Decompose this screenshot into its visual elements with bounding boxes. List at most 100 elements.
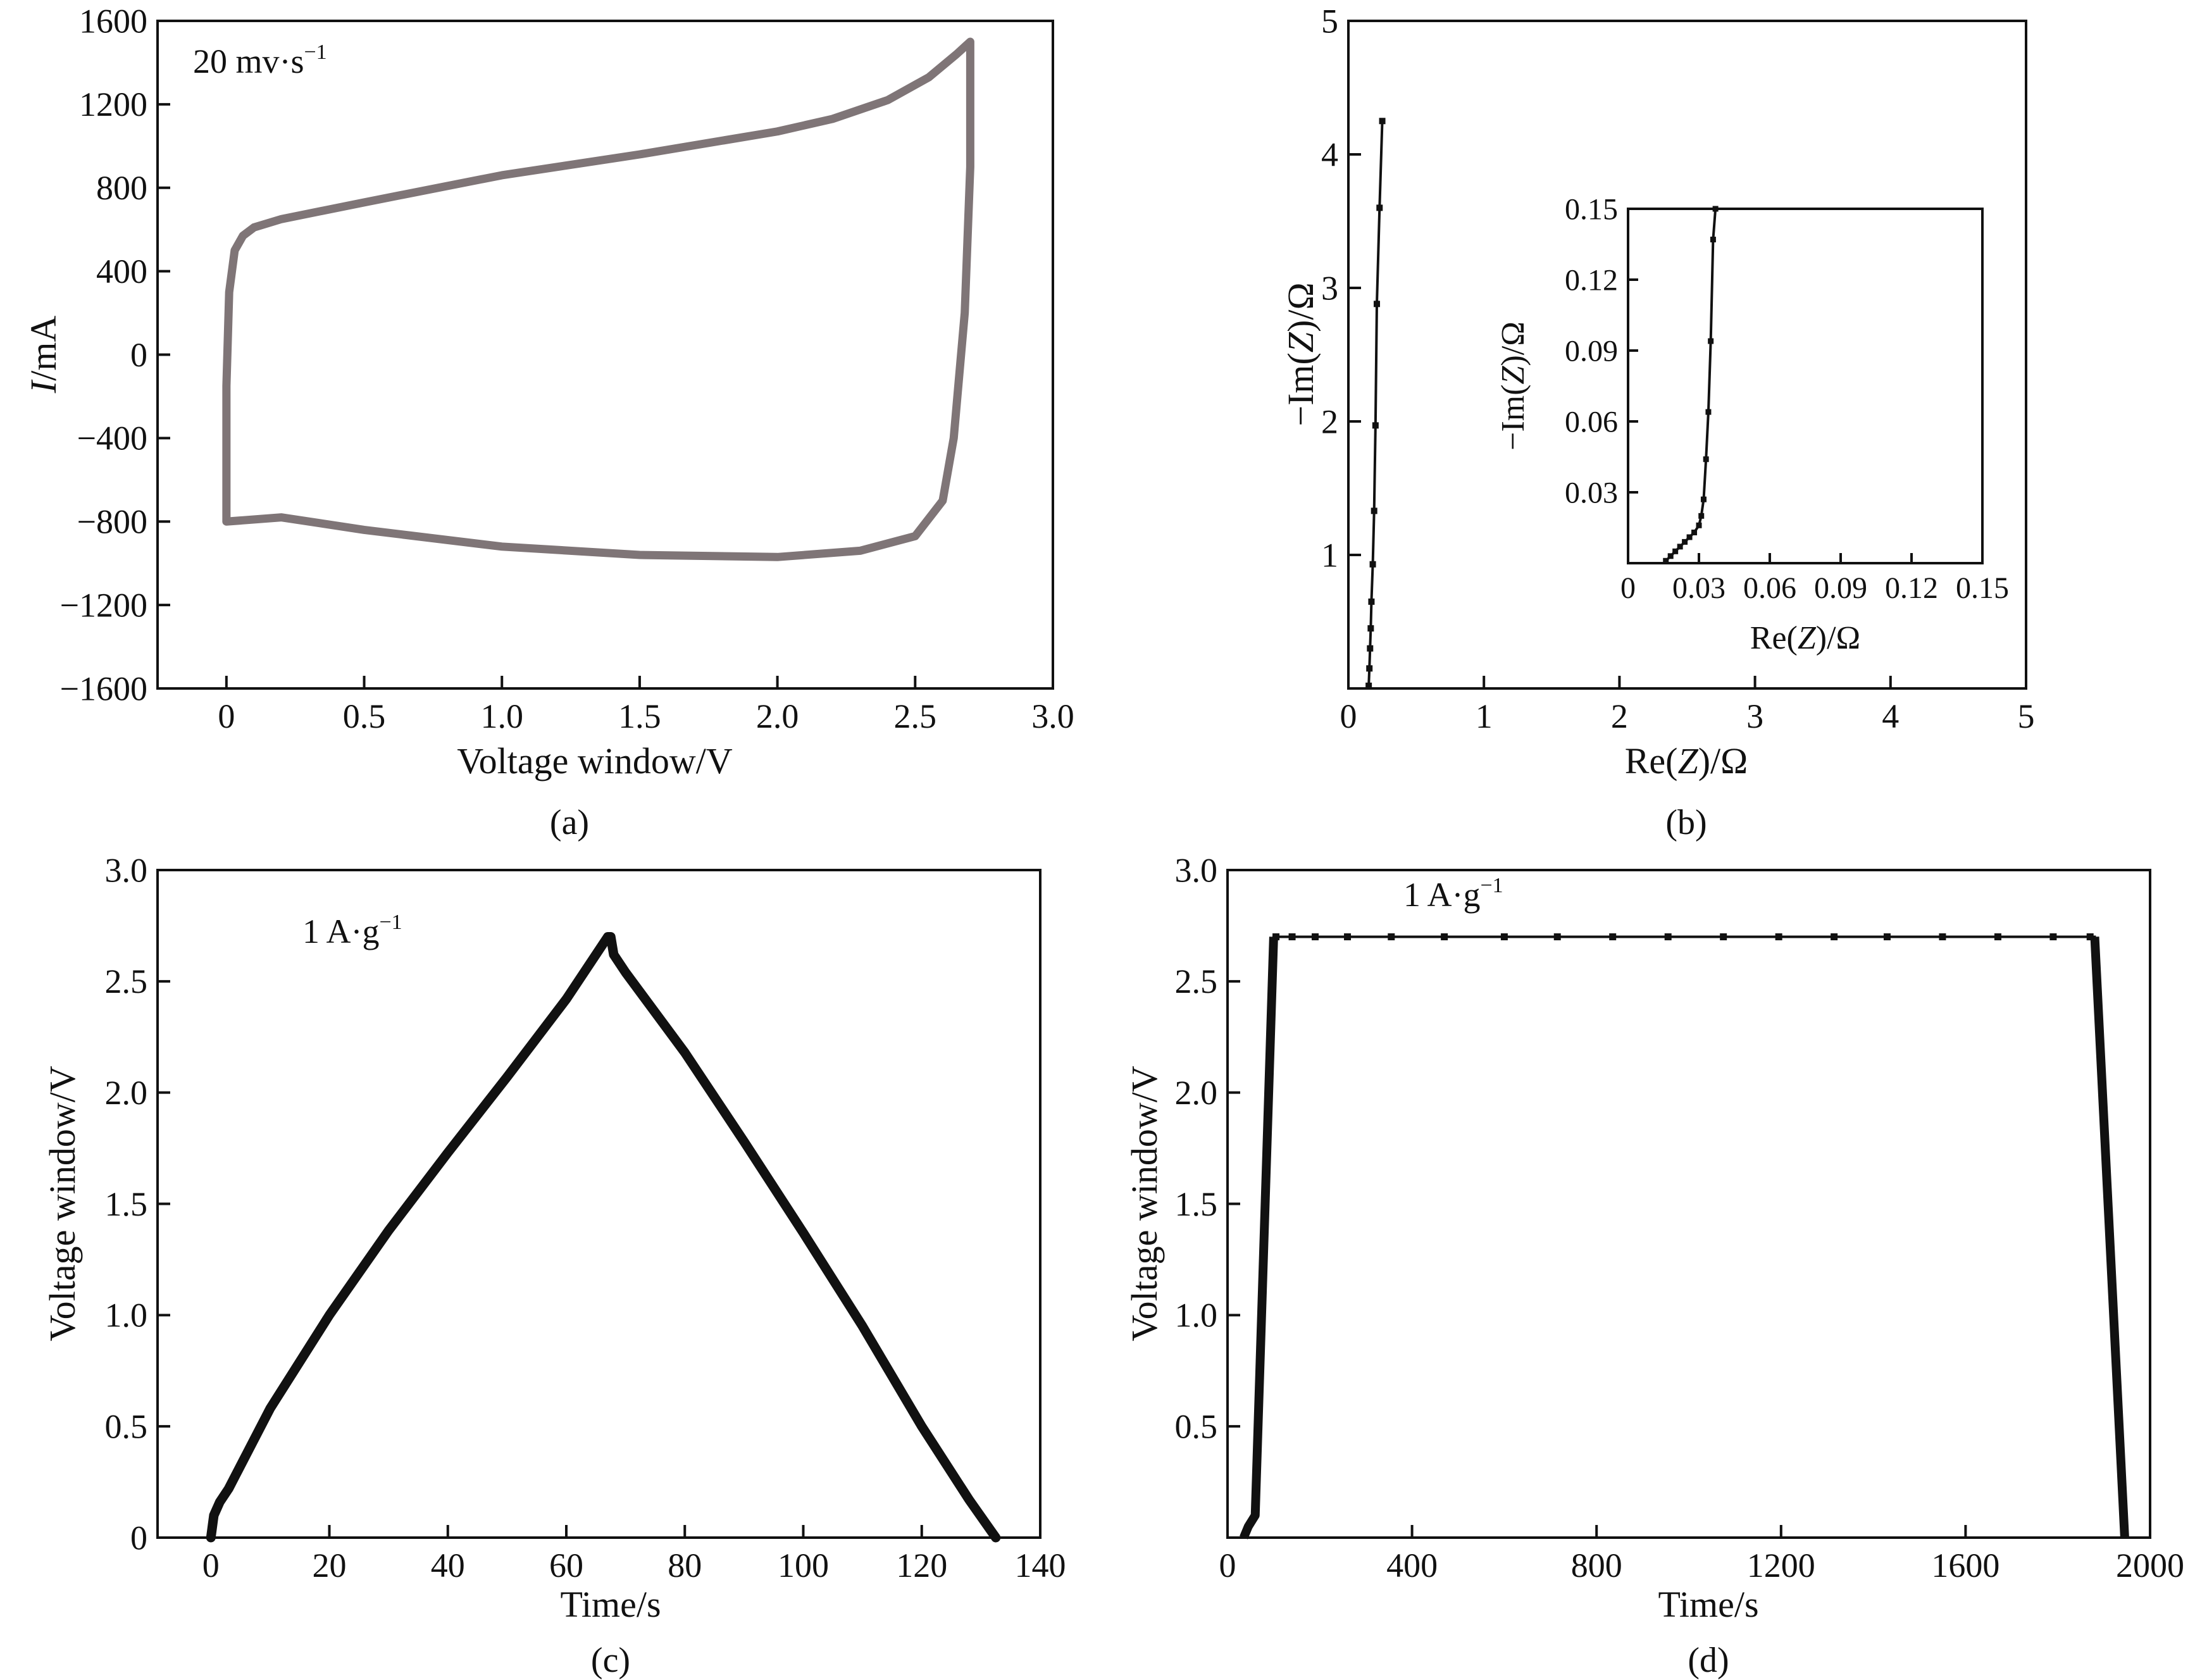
data-point	[2049, 933, 2057, 940]
x-tick-label: 0	[218, 697, 235, 735]
data-point	[1312, 933, 1319, 940]
plot-frame	[1226, 869, 2151, 1539]
data-point	[1373, 301, 1380, 308]
data-point	[1366, 665, 1373, 672]
x-axis-label: Re(Z)/Ω	[1625, 740, 1748, 781]
y-tick-label: 3.0	[1175, 851, 1218, 889]
data-point	[1379, 118, 1386, 125]
y-tick-label: 0	[130, 336, 147, 374]
inset-frame	[1627, 208, 1984, 564]
data-point	[1369, 561, 1376, 568]
data-point	[1831, 933, 1838, 940]
panel-label-b: (b)	[1665, 803, 1707, 842]
y-tick-label: 400	[96, 252, 147, 290]
plot-frame	[1347, 20, 2027, 690]
inset-x-axis-label: Re(Z)/Ω	[1750, 620, 1860, 656]
data-point	[1365, 682, 1372, 689]
x-tick-label: 0	[1340, 697, 1357, 735]
data-point	[1272, 933, 1280, 940]
y-tick-label: 2.0	[1175, 1074, 1218, 1112]
y-tick-label: 1.0	[1175, 1297, 1218, 1335]
data-point	[1775, 933, 1782, 940]
y-tick-label: 4	[1321, 135, 1338, 173]
x-tick-label: 0	[1219, 1546, 1236, 1584]
x-tick-label: 0	[202, 1546, 220, 1584]
current-density-label: 1 A·g−1	[1403, 874, 1503, 914]
y-tick-label: 1.5	[1175, 1185, 1218, 1223]
data-point	[1367, 645, 1374, 652]
y-tick-label: 5	[1321, 2, 1338, 40]
data-point	[1368, 598, 1375, 605]
data-point	[1720, 933, 1727, 940]
plot-frame	[156, 869, 1042, 1539]
y-tick-label: −1600	[60, 669, 147, 707]
x-tick-label: 5	[2018, 697, 2035, 735]
x-axis-label: Time/s	[560, 1584, 661, 1625]
y-tick-label: 0.12	[1565, 263, 1618, 297]
x-tick-label: 100	[778, 1546, 829, 1584]
x-tick-label: 2.5	[894, 697, 937, 735]
data-point	[1710, 237, 1716, 243]
x-tick-label: 1	[1476, 697, 1493, 735]
y-tick-label: 0.5	[105, 1408, 148, 1446]
x-tick-label: 40	[431, 1546, 465, 1584]
current-density-label: 1 A·g−1	[302, 911, 402, 950]
data-point	[1344, 933, 1352, 940]
data-point	[1686, 534, 1693, 540]
plot-frame	[156, 20, 1054, 690]
y-tick-label: 2.0	[105, 1074, 148, 1112]
x-tick-label: 3	[1746, 697, 1763, 735]
data-point	[1672, 548, 1679, 554]
x-tick-label: 140	[1015, 1546, 1066, 1584]
y-tick-label: 1600	[79, 2, 147, 40]
x-tick-label: 1600	[1931, 1546, 1999, 1584]
y-tick-label: 2.5	[105, 962, 148, 1000]
data-point	[1677, 544, 1683, 550]
data-point	[1553, 933, 1561, 940]
data-point	[1712, 206, 1719, 212]
data-point	[1705, 409, 1712, 415]
data-point	[1663, 557, 1669, 564]
inset-y-axis-label: −Im(Z)/Ω	[1495, 321, 1531, 451]
y-tick-label: 1.0	[105, 1297, 148, 1335]
data-point	[1682, 538, 1688, 545]
cycling-fall-edge	[2090, 936, 2129, 1538]
data-point	[1667, 553, 1674, 559]
x-tick-label: 1200	[1747, 1546, 1815, 1584]
y-tick-label: 800	[96, 169, 147, 207]
x-tick-label: 120	[896, 1546, 947, 1584]
y-axis-label: Voltage window/V	[1124, 1066, 1165, 1341]
data-point	[1288, 933, 1296, 940]
x-tick-label: 2000	[2116, 1546, 2184, 1584]
inset-chart: 0.03 0.06 0.09 0.12 0.15 0 0.03 0.06 0.09 0.12 0.…	[1495, 192, 2009, 656]
y-tick-label: 0	[130, 1519, 147, 1557]
x-tick-label: 1.0	[480, 697, 523, 735]
y-tick-label: 2	[1321, 402, 1338, 440]
x-tick-label: 0.15	[1956, 571, 2009, 605]
panel-label-a: (a)	[550, 803, 589, 842]
chart-panel-c: 0 0.5 1.0 1.5 2.0 2.5 3.0 0 20 40 60 80 100 120 140 1…	[42, 851, 1066, 1680]
data-point	[2086, 933, 2094, 940]
y-tick-label: 0.06	[1565, 405, 1618, 439]
x-tick-label: 0	[1620, 571, 1636, 605]
x-tick-label: 0.5	[343, 697, 386, 735]
data-point	[1376, 204, 1383, 211]
data-point	[1371, 507, 1377, 514]
x-tick-label: 3.0	[1031, 697, 1074, 735]
chart-panel-d: 0.5 1.0 1.5 2.0 2.5 3.0 0 400 800 1200 1600 2000 1…	[1124, 851, 2184, 1680]
x-tick-label: 80	[668, 1546, 702, 1584]
data-point	[1698, 513, 1705, 519]
panel-label-c: (c)	[591, 1641, 630, 1680]
data-point	[1500, 933, 1508, 940]
x-tick-label: 800	[1571, 1546, 1622, 1584]
x-tick-label: 1.5	[618, 697, 661, 735]
cycling-curve	[1242, 935, 2126, 1538]
x-tick-label: 4	[1882, 697, 1899, 735]
panel-label-d: (d)	[1688, 1641, 1729, 1680]
y-tick-label: −400	[77, 420, 147, 457]
y-axis-label: I/mA	[23, 316, 64, 394]
cycling-rise-edge	[1240, 936, 1278, 1540]
y-tick-label: 0.09	[1565, 334, 1618, 368]
x-tick-label: 400	[1386, 1546, 1438, 1584]
